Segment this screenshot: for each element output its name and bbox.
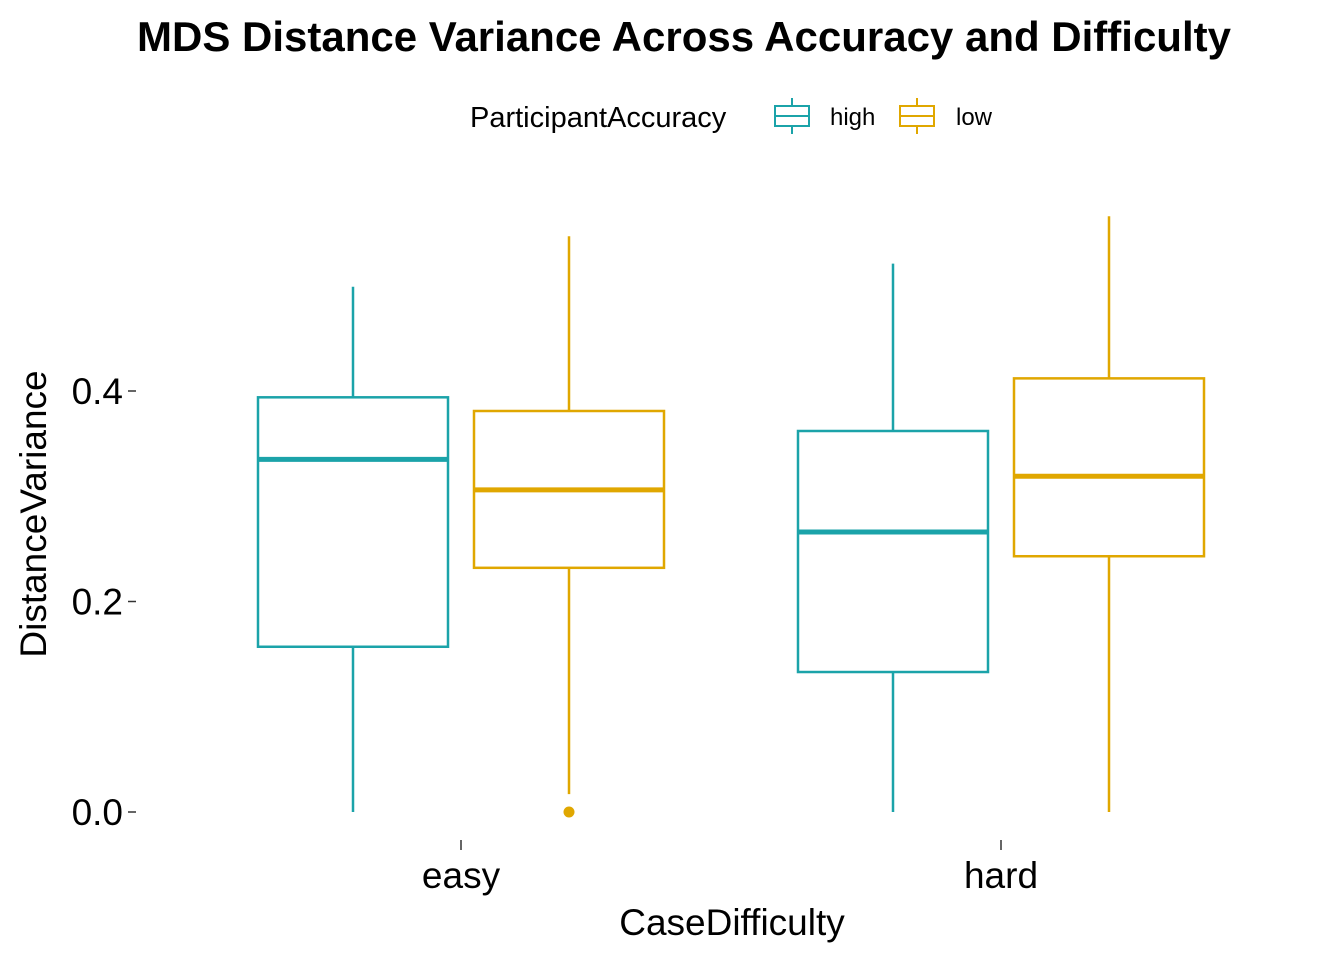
legend-label: low [956, 104, 993, 131]
legend-item-low: low [899, 98, 993, 134]
plot-area [256, 216, 1206, 818]
legend-title: ParticipantAccuracy [470, 102, 727, 134]
series-low [472, 216, 1206, 818]
x-axis: easy hard [422, 840, 1038, 896]
outlier-point [563, 806, 575, 818]
y-axis-title: DistanceVariance [13, 370, 54, 657]
x-tick-label: hard [964, 855, 1038, 896]
x-tick-label: easy [422, 855, 501, 896]
y-tick-label: 0.0 [72, 792, 123, 833]
chart-title: MDS Distance Variance Across Accuracy an… [137, 13, 1232, 60]
legend-label: high [830, 104, 875, 131]
box [796, 429, 990, 674]
x-axis-title: CaseDifficulty [619, 902, 845, 943]
y-axis: 0.0 0.2 0.4 [72, 371, 136, 833]
legend-item-high: high [774, 98, 875, 134]
box [256, 396, 450, 649]
legend: ParticipantAccuracy high low [470, 98, 993, 134]
y-tick-label: 0.4 [72, 371, 123, 412]
box [1012, 377, 1206, 558]
y-tick-label: 0.2 [72, 582, 123, 623]
series-high [256, 263, 990, 812]
